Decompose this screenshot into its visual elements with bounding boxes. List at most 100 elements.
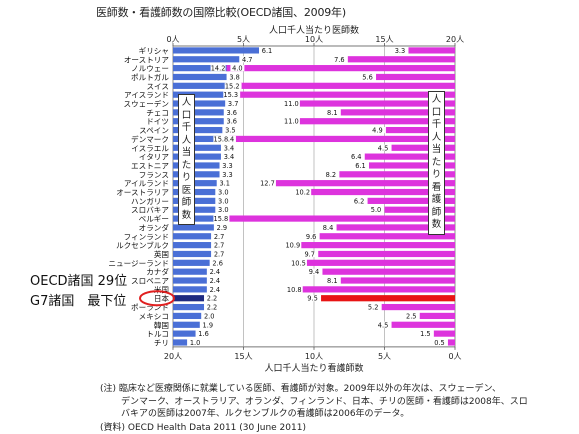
nurse-value-16: 10.2 <box>295 189 310 197</box>
doctor-value-bg-25 <box>207 268 222 275</box>
category-label-26: スロベニア <box>131 277 169 286</box>
nurse-value-bg-12 <box>348 153 364 160</box>
doctor-value-bg-31 <box>200 321 215 328</box>
nurse-bar-25 <box>322 268 455 275</box>
doctor-bar-3 <box>173 73 227 81</box>
nurse-vertical-label: 人口千人当たり看護師数 <box>428 91 445 235</box>
doctor-bar-12 <box>173 153 221 160</box>
nurse-value-bg-14 <box>323 171 339 178</box>
nurse-value-bg-15 <box>259 180 275 187</box>
doctor-value-6: 3.7 <box>228 100 239 108</box>
nurse-value-22: 10.9 <box>285 242 300 250</box>
nurse-bar-10 <box>229 135 455 143</box>
category-label-14: フランス <box>139 170 169 179</box>
nurse-value-bg-10 <box>213 135 229 143</box>
doctor-value-bg-30 <box>202 312 217 320</box>
bottom-tick-label-2: 10人 <box>305 352 323 361</box>
nurse_vertical-char-1: 口 <box>431 106 442 118</box>
nurse-value-bg-13 <box>352 162 368 169</box>
nurse-value-bg-1 <box>331 56 347 63</box>
nurse-bar-33 <box>447 339 455 346</box>
doctor-value-9: 3.5 <box>225 127 236 135</box>
doctor-bar-24 <box>173 259 210 266</box>
doctor_vertical-char-2: 千 <box>181 122 192 133</box>
nurse-bar-15 <box>275 180 455 187</box>
nurse-bar-30 <box>419 312 455 320</box>
nurse-value-bg-22 <box>285 242 301 249</box>
category-label-11: イスラエル <box>131 144 169 153</box>
nurse-value-13: 6.1 <box>355 162 366 170</box>
category-label-18: スロバキア <box>131 206 169 215</box>
category-label-21: フィンランド <box>124 232 169 241</box>
nurse-value-bg-25 <box>306 268 322 275</box>
doctor-value-1: 4.7 <box>242 56 253 64</box>
category-label-29: ポーランド <box>131 303 169 312</box>
nurse-value-26: 8.1 <box>327 277 338 285</box>
doctor-value-bg-10 <box>221 135 236 143</box>
nurse_vertical-char-2: 千 <box>431 119 442 130</box>
nurse-bar-1 <box>347 56 455 63</box>
doctor-bar-8 <box>173 118 224 125</box>
category-label-12: イタリア <box>139 153 169 162</box>
bottom-tick-label-0: 20人 <box>164 352 182 361</box>
doctor-bar-27 <box>173 286 207 293</box>
doctor-bar-29 <box>173 303 205 311</box>
doctor-value-bg-21 <box>212 233 227 240</box>
nurse-bar-13 <box>368 162 455 169</box>
doctor-value-27: 2.4 <box>210 286 221 294</box>
doctor-bar-31 <box>173 321 200 328</box>
nurse-bar-21 <box>319 233 455 240</box>
nurse-bar-6 <box>299 100 455 107</box>
nurse_vertical-char-7: 看 <box>431 181 442 193</box>
doctor-value-22: 2.7 <box>214 242 225 250</box>
nurse-value-28: 9.5 <box>307 295 318 303</box>
nurse-value-21: 9.6 <box>306 233 317 241</box>
doctor_vertical-char-8: 師 <box>181 197 192 208</box>
doctor-value-bg-15 <box>217 180 232 187</box>
nurse-value-bg-29 <box>365 303 381 311</box>
nurse-bar-28 <box>321 295 455 302</box>
nurse-value-31: 4.5 <box>378 321 389 329</box>
doctor-value-bg-33 <box>188 339 203 346</box>
nurse-value-15: 12.7 <box>260 180 275 188</box>
nurse-value-bg-21 <box>303 233 319 240</box>
nurse_vertical-char-5: た <box>431 156 442 168</box>
doctor-bar-11 <box>173 144 221 151</box>
nurse-value-bg-4 <box>224 82 240 89</box>
doctor-value-bg-7 <box>224 109 239 116</box>
doctor-bar-5 <box>173 91 226 98</box>
nurse-bar-5 <box>239 91 455 98</box>
nurse-bar-4 <box>240 82 455 89</box>
nurse-bar-29 <box>381 303 455 311</box>
nurse-value-bg-11 <box>375 144 391 151</box>
nurse_vertical-char-8: 護 <box>431 194 442 205</box>
category-label-7: チェコ <box>146 108 169 117</box>
doctor-value-32: 1.6 <box>198 330 209 338</box>
doctor-value-21: 2.7 <box>214 233 225 241</box>
category-label-24: ニュージーランド <box>108 259 169 268</box>
nurse-value-19: 15.8 <box>214 215 229 223</box>
nurse-value-bg-17 <box>351 197 367 204</box>
doctor-value-14: 3.3 <box>222 171 233 179</box>
category-label-8: ドイツ <box>146 117 169 126</box>
doctor-value-13: 3.3 <box>222 162 233 170</box>
doctor-bar-33 <box>173 339 188 346</box>
doctor-value-bg-24 <box>210 259 225 266</box>
nurse-bar-24 <box>306 259 455 266</box>
doctor-value-bg-0 <box>260 47 275 54</box>
nurse-bar-20 <box>336 224 455 231</box>
doctor-value-bg-18 <box>216 206 231 213</box>
doctor_vertical-char-7: 医 <box>181 184 192 196</box>
nurse-bar-14 <box>339 171 455 178</box>
category-label-1: オーストリア <box>124 55 170 64</box>
doctor-value-17: 3.0 <box>218 197 229 205</box>
doctor-value-bg-13 <box>220 162 235 169</box>
doctor-value-bg-27 <box>207 286 222 293</box>
category-label-6: スウェーデン <box>123 99 169 109</box>
nurse-value-6: 11.0 <box>284 100 299 108</box>
doctor-bar-2 <box>173 65 230 72</box>
nurse-value-bg-20 <box>320 224 336 231</box>
nurse-bar-7 <box>340 109 455 116</box>
doctor-value-31: 1.9 <box>203 321 214 329</box>
nurse-value-bg-7 <box>324 109 340 116</box>
